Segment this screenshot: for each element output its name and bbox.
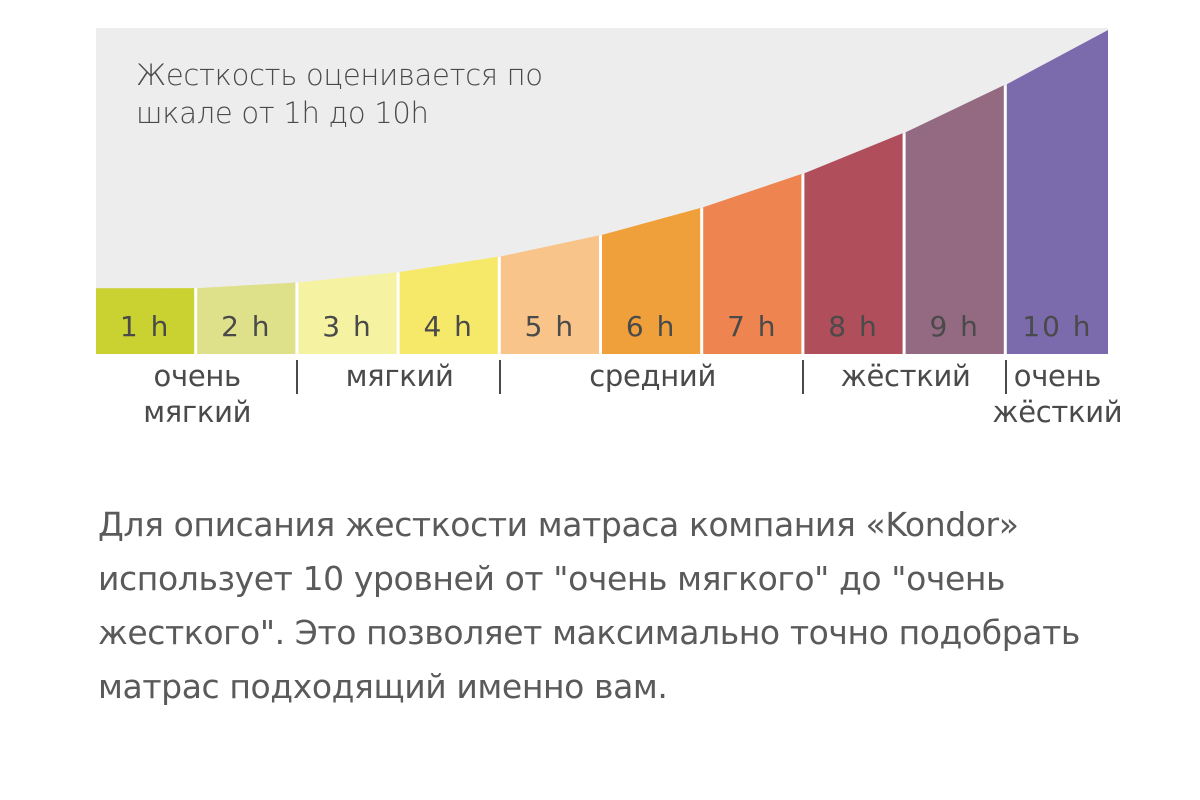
- hardness-bar-5: [500, 235, 599, 354]
- description-line-4: матрас подходящий именно вам.: [98, 667, 668, 706]
- hardness-bar-3: [298, 272, 397, 354]
- chart-title-line-1: Жесткость оценивается по: [136, 58, 543, 92]
- hardness-bar-7: [703, 174, 802, 354]
- description-line-3: жесткого". Это позволяет максимально точ…: [98, 613, 1080, 652]
- hardness-curve-background: [96, 28, 1108, 290]
- group-separator-1: [296, 360, 299, 394]
- tick-label-7: 7 h: [727, 310, 777, 343]
- tick-label-10: 10 h: [1022, 310, 1092, 343]
- tick-label-1: 1 h: [120, 310, 170, 343]
- chart-title-line-2: шкале от 1h до 10h: [136, 96, 429, 130]
- group-separator-2: [498, 360, 501, 394]
- description: Для описания жесткости матраса компания …: [98, 498, 1158, 714]
- hardness-bar-9: [905, 85, 1004, 355]
- hardness-chart: 1 h 2 h 3 h 4 h 5 h 6 h 7 h 8 h 9 h 10 h: [96, 28, 1108, 355]
- tick-label-4: 4 h: [423, 310, 473, 343]
- group-label-5: очень жёсткий: [982, 358, 1132, 430]
- group-label-1: очень мягкий: [96, 358, 298, 430]
- tick-label-2: 2 h: [221, 310, 271, 343]
- group-label-1-line-2: мягкий: [143, 395, 252, 429]
- tick-label-6: 6 h: [626, 310, 676, 343]
- group-label-4: жёсткий: [804, 358, 1006, 394]
- hardness-bar-2: [197, 282, 296, 354]
- tick-label-3: 3 h: [322, 310, 372, 343]
- description-line-2: использует 10 уровней от "очень мягкого"…: [98, 559, 1006, 598]
- tick-label-5: 5 h: [525, 310, 575, 343]
- hardness-bars: [96, 30, 1108, 355]
- hardness-bar-1: [96, 288, 195, 354]
- group-label-5-line-2: жёсткий: [992, 395, 1123, 429]
- group-separator-4: [1004, 360, 1007, 394]
- tick-label-8: 8 h: [828, 310, 878, 343]
- hardness-bar-6: [602, 208, 701, 354]
- hardness-bar-10: [1006, 30, 1108, 354]
- tick-label-9: 9 h: [929, 310, 979, 343]
- group-label-5-line-1: очень: [1013, 359, 1102, 393]
- group-label-3: средний: [501, 358, 805, 394]
- group-separator-3: [802, 360, 805, 394]
- chart-title: Жесткость оценивается по шкале от 1h до …: [136, 56, 543, 132]
- group-label-1-line-1: очень: [153, 359, 242, 393]
- hardness-bar-4: [399, 256, 498, 354]
- description-line-1: Для описания жесткости матраса компания …: [98, 505, 1019, 544]
- hardness-bar-8: [804, 133, 903, 354]
- group-label-3-line-1: средний: [589, 359, 716, 393]
- hardness-tick-labels: 1 h 2 h 3 h 4 h 5 h 6 h 7 h 8 h 9 h 10 h: [120, 310, 1092, 343]
- group-label-2-line-1: мягкий: [345, 359, 454, 393]
- group-label-2: мягкий: [298, 358, 500, 394]
- group-label-4-line-1: жёсткий: [840, 359, 971, 393]
